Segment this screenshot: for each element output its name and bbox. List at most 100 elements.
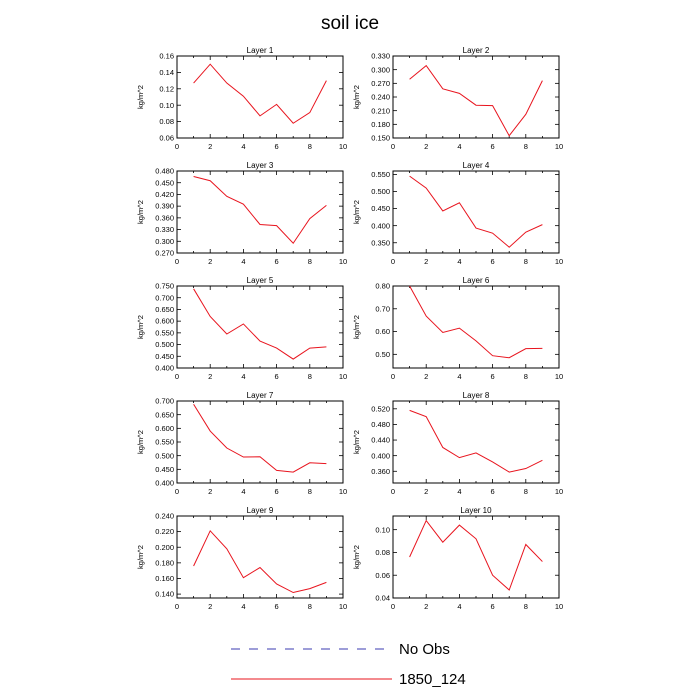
y-axis-label: kg/m^2 — [352, 315, 361, 339]
x-tick-label: 2 — [208, 142, 212, 151]
x-tick-label: 10 — [555, 257, 563, 266]
plot-frame — [392, 285, 560, 369]
x-tick-label: 6 — [275, 602, 279, 611]
x-tick-label: 2 — [424, 142, 428, 151]
series-line-1850-124 — [193, 288, 327, 360]
x-tick-label: 10 — [339, 487, 347, 496]
y-tick-label: 0.10 — [375, 525, 390, 534]
y-tick-label: 0.330 — [155, 225, 174, 234]
x-tick-label: 2 — [424, 372, 428, 381]
y-tick-label: 0.200 — [155, 543, 174, 552]
x-tick-label: 10 — [555, 372, 563, 381]
y-tick-label: 0.160 — [155, 574, 174, 583]
y-tick-label: 0.180 — [371, 120, 390, 129]
y-tick-label: 0.350 — [371, 238, 390, 247]
y-tick-label: 0.550 — [155, 438, 174, 447]
y-tick-label: 0.390 — [155, 202, 174, 211]
x-tick-label: 2 — [424, 487, 428, 496]
x-tick-label: 2 — [424, 602, 428, 611]
y-tick-label: 0.06 — [375, 571, 390, 580]
y-tick-label: 0.08 — [159, 117, 174, 126]
y-tick-label: 0.10 — [159, 101, 174, 110]
y-tick-label: 0.700 — [155, 397, 174, 406]
panel-layer-9: Layer 9 0 2 4 6 8 10 0.140 0.160 0.180 0.200 0.220 0… — [136, 506, 347, 611]
panel-title: Layer 5 — [247, 276, 274, 285]
x-tick-label: 4 — [241, 487, 245, 496]
y-axis-label: kg/m^2 — [136, 85, 145, 109]
y-tick-label: 0.330 — [371, 52, 390, 61]
y-axis-label: kg/m^2 — [352, 545, 361, 569]
y-tick-label: 0.240 — [155, 512, 174, 521]
y-tick-label: 0.16 — [159, 52, 174, 61]
panel-layer-5: Layer 5 0 2 4 6 8 10 0.400 0.450 0.500 0.550 0.600 0… — [136, 276, 347, 381]
x-tick-label: 8 — [308, 372, 312, 381]
x-tick-label: 8 — [308, 602, 312, 611]
y-axis-label: kg/m^2 — [136, 430, 145, 454]
x-tick-label: 0 — [391, 257, 395, 266]
panel-layer-6: Layer 6 0 2 4 6 8 10 0.50 0.60 0.70 0.80 kg/m^2 — [352, 276, 563, 381]
y-tick-label: 0.04 — [375, 594, 390, 603]
x-tick-label: 0 — [175, 257, 179, 266]
plot-frame — [392, 170, 560, 254]
y-tick-label: 0.08 — [375, 548, 390, 557]
x-tick-label: 8 — [524, 257, 528, 266]
y-tick-label: 0.400 — [155, 364, 174, 373]
y-axis-label: kg/m^2 — [352, 85, 361, 109]
x-tick-label: 10 — [339, 372, 347, 381]
x-tick-label: 8 — [524, 487, 528, 496]
x-tick-label: 10 — [339, 257, 347, 266]
y-tick-label: 0.700 — [155, 293, 174, 302]
y-tick-label: 0.600 — [155, 317, 174, 326]
y-tick-label: 0.600 — [155, 424, 174, 433]
figure-title: soil ice — [321, 13, 379, 34]
plot-frame — [392, 515, 560, 599]
y-tick-label: 0.360 — [155, 213, 174, 222]
y-tick-label: 0.70 — [375, 304, 390, 313]
series-line-1850-124 — [409, 519, 543, 591]
x-tick-label: 0 — [391, 372, 395, 381]
panel-title: Layer 6 — [463, 276, 490, 285]
y-tick-label: 0.240 — [371, 93, 390, 102]
x-tick-label: 4 — [241, 257, 245, 266]
legend: No Obs 1850_124 — [231, 641, 466, 688]
series-line-1850-124 — [193, 63, 327, 124]
x-tick-label: 6 — [275, 257, 279, 266]
x-tick-label: 8 — [308, 487, 312, 496]
y-tick-label: 0.500 — [371, 187, 390, 196]
y-tick-label: 0.220 — [155, 527, 174, 536]
x-tick-label: 8 — [524, 142, 528, 151]
x-tick-label: 4 — [241, 142, 245, 151]
series-line-1850-124 — [409, 64, 543, 137]
x-tick-label: 2 — [208, 602, 212, 611]
x-tick-label: 4 — [457, 257, 461, 266]
y-tick-label: 0.50 — [375, 350, 390, 359]
series-line-1850-124 — [409, 175, 543, 248]
legend-label-2: 1850_124 — [399, 671, 466, 688]
panel-layer-4: Layer 4 0 2 4 6 8 10 0.350 0.400 0.450 0.500 0.550 k… — [352, 161, 563, 266]
y-tick-label: 0.480 — [371, 420, 390, 429]
x-tick-label: 6 — [275, 372, 279, 381]
y-tick-label: 0.500 — [155, 340, 174, 349]
panel-title: Layer 7 — [247, 391, 274, 400]
panel-layer-7: Layer 7 0 2 4 6 8 10 0.400 0.450 0.500 0.550 0.600 0… — [136, 391, 347, 496]
series-line-1850-124 — [193, 529, 327, 594]
y-tick-label: 0.450 — [371, 204, 390, 213]
y-tick-label: 0.80 — [375, 282, 390, 291]
y-tick-label: 0.440 — [371, 436, 390, 445]
y-axis-label: kg/m^2 — [352, 200, 361, 224]
x-tick-label: 0 — [175, 372, 179, 381]
x-tick-label: 6 — [491, 257, 495, 266]
panel-layer-3: Layer 3 0 2 4 6 8 10 0.270 0.300 0.330 0.360 0.390 0… — [136, 161, 347, 266]
y-tick-label: 0.450 — [155, 178, 174, 187]
panel-title: Layer 10 — [460, 506, 492, 515]
y-tick-label: 0.650 — [155, 305, 174, 314]
y-tick-label: 0.420 — [155, 190, 174, 199]
y-tick-label: 0.750 — [155, 282, 174, 291]
x-tick-label: 2 — [424, 257, 428, 266]
x-tick-label: 8 — [308, 142, 312, 151]
y-tick-label: 0.180 — [155, 558, 174, 567]
series-line-1850-124 — [193, 175, 327, 245]
x-tick-label: 8 — [308, 257, 312, 266]
x-tick-label: 0 — [391, 142, 395, 151]
